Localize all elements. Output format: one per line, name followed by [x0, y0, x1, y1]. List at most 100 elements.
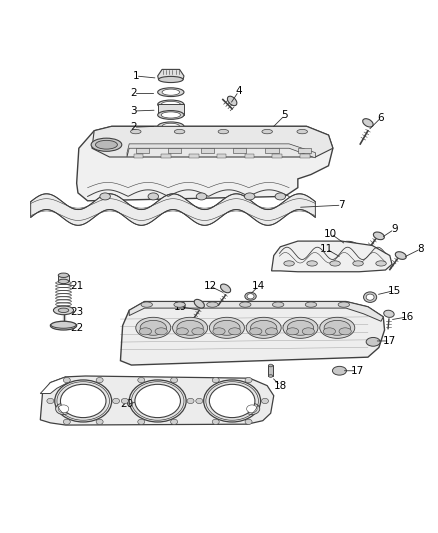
Ellipse shape — [161, 101, 180, 108]
Ellipse shape — [338, 302, 350, 307]
Ellipse shape — [138, 419, 145, 424]
Ellipse shape — [135, 384, 180, 418]
Ellipse shape — [284, 261, 294, 266]
Ellipse shape — [247, 405, 257, 413]
Polygon shape — [77, 126, 333, 201]
Ellipse shape — [50, 321, 77, 330]
Ellipse shape — [173, 317, 208, 338]
Ellipse shape — [96, 377, 103, 383]
Polygon shape — [158, 104, 184, 115]
Ellipse shape — [364, 292, 377, 302]
Ellipse shape — [373, 232, 385, 240]
Ellipse shape — [96, 419, 103, 424]
Ellipse shape — [324, 320, 350, 335]
Ellipse shape — [245, 292, 256, 300]
Ellipse shape — [353, 261, 364, 266]
Polygon shape — [244, 154, 254, 158]
Ellipse shape — [187, 398, 194, 403]
Ellipse shape — [262, 130, 272, 134]
Text: 4: 4 — [235, 86, 242, 96]
Text: 8: 8 — [417, 244, 424, 254]
Text: 19: 19 — [174, 302, 187, 312]
Ellipse shape — [136, 317, 171, 338]
Ellipse shape — [176, 328, 188, 335]
Text: 16: 16 — [401, 312, 414, 322]
Ellipse shape — [207, 302, 218, 307]
Text: 17: 17 — [383, 336, 396, 346]
Polygon shape — [300, 154, 310, 158]
Text: 11: 11 — [320, 244, 333, 254]
Ellipse shape — [58, 279, 69, 284]
Polygon shape — [168, 148, 181, 154]
Polygon shape — [189, 154, 199, 158]
Text: 12: 12 — [204, 281, 217, 291]
Polygon shape — [161, 154, 171, 158]
Ellipse shape — [376, 261, 386, 266]
Ellipse shape — [56, 403, 71, 415]
Polygon shape — [40, 376, 274, 425]
Ellipse shape — [343, 241, 358, 248]
Ellipse shape — [161, 112, 180, 118]
Ellipse shape — [250, 328, 262, 335]
Ellipse shape — [113, 398, 120, 403]
Ellipse shape — [363, 119, 373, 127]
Ellipse shape — [177, 320, 203, 335]
Polygon shape — [272, 154, 282, 158]
Ellipse shape — [366, 337, 380, 346]
Ellipse shape — [55, 380, 112, 422]
Ellipse shape — [268, 375, 273, 377]
Text: 22: 22 — [70, 323, 83, 333]
Ellipse shape — [244, 193, 255, 200]
Ellipse shape — [192, 328, 204, 335]
Ellipse shape — [148, 193, 159, 200]
Ellipse shape — [220, 284, 231, 293]
Polygon shape — [345, 251, 349, 262]
Ellipse shape — [330, 261, 340, 266]
Ellipse shape — [272, 302, 284, 307]
Ellipse shape — [121, 398, 128, 403]
Polygon shape — [58, 275, 69, 281]
Ellipse shape — [204, 380, 261, 422]
Ellipse shape — [158, 122, 184, 131]
Ellipse shape — [245, 377, 252, 383]
Text: 14: 14 — [252, 281, 265, 291]
Ellipse shape — [162, 123, 180, 130]
Ellipse shape — [91, 138, 122, 151]
Ellipse shape — [158, 110, 184, 119]
Text: 21: 21 — [70, 281, 83, 291]
Text: 3: 3 — [130, 106, 137, 116]
Text: 6: 6 — [378, 112, 385, 123]
Ellipse shape — [155, 328, 167, 335]
Ellipse shape — [240, 302, 251, 307]
Polygon shape — [127, 144, 315, 158]
Text: 2: 2 — [130, 122, 137, 132]
Text: 17: 17 — [350, 366, 364, 376]
Ellipse shape — [47, 398, 54, 403]
Ellipse shape — [244, 403, 260, 415]
Polygon shape — [129, 302, 383, 321]
Ellipse shape — [297, 130, 307, 134]
Ellipse shape — [251, 320, 277, 335]
Polygon shape — [217, 154, 226, 158]
Ellipse shape — [140, 320, 166, 335]
Text: 9: 9 — [391, 224, 398, 235]
Ellipse shape — [261, 128, 273, 135]
Polygon shape — [272, 241, 392, 272]
Ellipse shape — [302, 328, 314, 335]
Text: 15: 15 — [388, 286, 401, 296]
Polygon shape — [40, 377, 68, 393]
Ellipse shape — [283, 317, 318, 338]
Text: 10: 10 — [324, 229, 337, 239]
Ellipse shape — [307, 261, 317, 266]
Ellipse shape — [229, 328, 241, 335]
Ellipse shape — [131, 130, 141, 134]
Polygon shape — [120, 302, 385, 365]
Ellipse shape — [227, 96, 237, 106]
Ellipse shape — [138, 377, 145, 383]
Ellipse shape — [245, 419, 252, 424]
Ellipse shape — [268, 364, 273, 367]
Ellipse shape — [212, 419, 219, 424]
Ellipse shape — [213, 328, 225, 335]
Ellipse shape — [320, 317, 355, 338]
Ellipse shape — [265, 328, 278, 335]
